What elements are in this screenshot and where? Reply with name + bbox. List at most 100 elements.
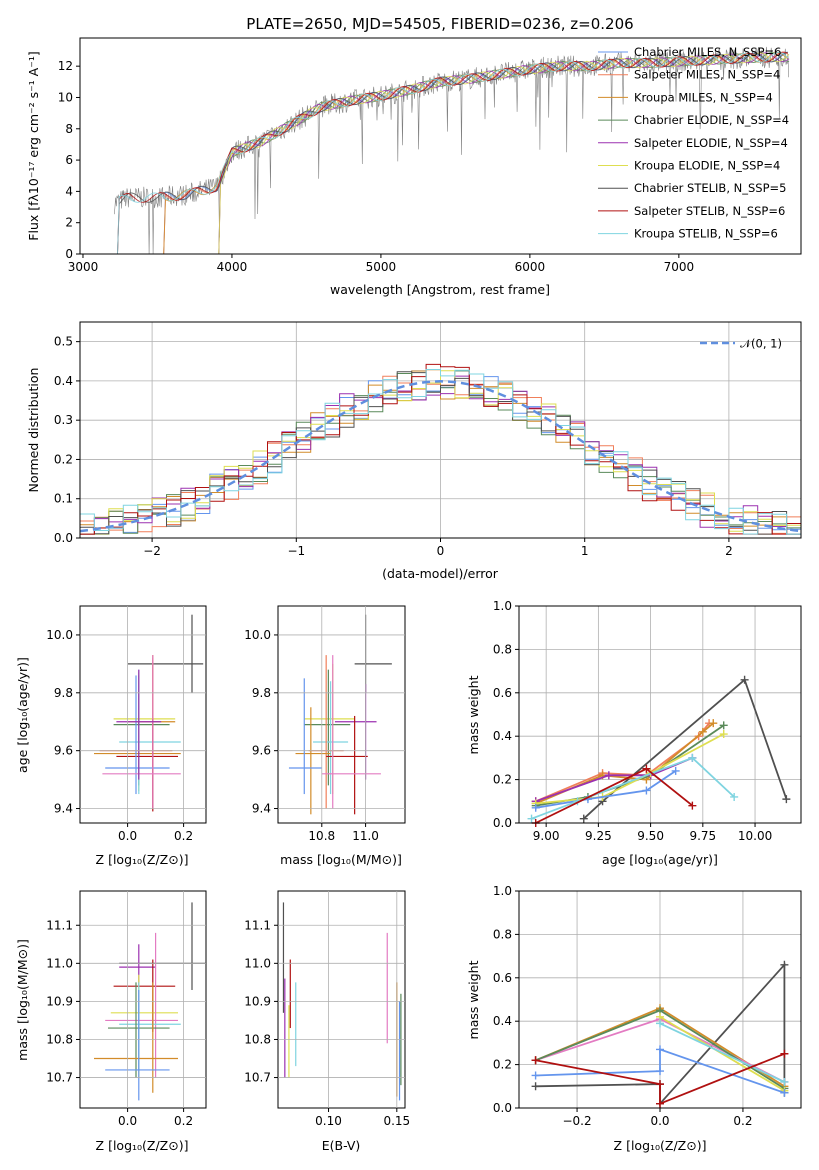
x-tick-label: 0.15	[383, 1114, 410, 1128]
weight-line	[583, 678, 788, 820]
weight-marker	[531, 1056, 540, 1065]
weight-marker	[780, 1049, 789, 1058]
x-tick-label: 10.00	[738, 829, 772, 843]
y-tick-label: 10.7	[46, 1071, 73, 1085]
y-tick-label: 0	[65, 247, 73, 261]
y-tick-label: 10.0	[46, 628, 73, 642]
legend-label: Chabrier MILES, N_SSP=6	[634, 45, 781, 59]
y-tick-label: 0.4	[54, 374, 73, 388]
spectrum-legend: Chabrier MILES, N_SSP=6 Salpeter MILES, N…	[598, 45, 789, 241]
y-tick-label: 9.8	[252, 686, 271, 700]
y-tick-label: 11.1	[244, 918, 271, 932]
age-weight-panel: 9.00 9.25 9.50 9.75 10.00 0.0 0.2 0.4 0.6 0.8 1.0	[493, 599, 802, 843]
weight-marker	[656, 1099, 664, 1108]
legend-label: Kroupa MILES, N_SSP=4	[634, 90, 773, 104]
y-tick-label: 0.0	[493, 816, 512, 830]
histogram-step	[79, 363, 801, 538]
histogram-panel: −2 −1 0 1 2 0.0 0.1 0.2 0.3 0.4 0.5 (data-model)/e…	[26, 321, 802, 581]
x-tick-label: 0.2	[733, 1114, 752, 1128]
panel-frame	[79, 890, 207, 1109]
z-weight-ylabel: mass weight	[466, 960, 481, 1039]
weight-marker	[656, 1045, 664, 1054]
z-mass-panel: 0.0 0.2 10.7 10.8 10.9 11.0 11.1	[46, 890, 207, 1128]
model-curve	[115, 51, 789, 255]
y-tick-label: 0.3	[54, 413, 73, 427]
legend-label: Salpeter ELODIE, N_SSP=4	[634, 136, 788, 150]
y-tick-label: 0.6	[493, 971, 512, 985]
weight-marker	[740, 675, 749, 684]
weight-marker	[531, 1071, 540, 1080]
y-tick-label: 2	[65, 216, 73, 230]
x-tick-label: 0	[437, 544, 445, 558]
weight-marker	[688, 801, 697, 810]
weight-line	[659, 1022, 785, 1083]
y-tick-label: 0.8	[493, 927, 512, 941]
y-tick-label: 4	[65, 184, 73, 198]
figure-title: PLATE=2650, MJD=54505, FIBERID=0236, z=0…	[246, 15, 633, 33]
weight-marker	[527, 814, 536, 823]
x-tick-label: 0.0	[650, 1114, 669, 1128]
weight-marker	[671, 766, 680, 775]
histogram-grid: −2 −1 0 1 2 0.0 0.1 0.2 0.3 0.4 0.5	[54, 322, 801, 558]
weight-marker	[531, 803, 540, 812]
y-tick-label: 10.8	[244, 1032, 271, 1046]
y-tick-label: 10	[58, 90, 73, 104]
y-tick-label: 11.0	[244, 956, 271, 970]
spectrum-frame	[79, 37, 802, 255]
x-tick-label: 9.75	[689, 829, 716, 843]
x-tick-label: 9.50	[637, 829, 664, 843]
legend-label: Kroupa ELODIE, N_SSP=4	[634, 159, 780, 173]
histogram-xlabel: (data-model)/error	[382, 566, 499, 581]
z-age-xlabel: Z [log₁₀(Z/Z⊙)]	[96, 852, 189, 867]
y-tick-label: 1.0	[493, 884, 512, 898]
y-tick-label: 0.0	[493, 1101, 512, 1115]
y-tick-label: 6	[65, 153, 73, 167]
y-tick-label: 0.4	[493, 729, 512, 743]
weight-marker	[656, 1080, 664, 1089]
spectrum-ylabel: Flux [fλ10⁻¹⁷ erg cm⁻² s⁻¹ A⁻¹]	[26, 51, 41, 240]
weight-marker	[698, 727, 707, 736]
spectrum-curves	[114, 46, 790, 255]
y-tick-label: 10.8	[46, 1032, 73, 1046]
legend-label: Chabrier ELODIE, N_SSP=4	[634, 113, 789, 127]
age-weight-xlabel: age [log₁₀(age/yr)]	[602, 852, 718, 867]
x-tick-label: 3000	[68, 260, 99, 274]
weight-line	[531, 756, 735, 820]
y-tick-label: 0.6	[493, 686, 512, 700]
y-tick-label: 9.4	[54, 802, 73, 816]
y-tick-label: 11.0	[46, 956, 73, 970]
weight-marker	[656, 1067, 664, 1076]
model-curve	[115, 51, 789, 255]
spectrum-ticks: 3000 4000 5000 6000 7000 0 2 4 6 8 10 12	[58, 59, 694, 274]
legend-label: Chabrier STELIB, N_SSP=5	[634, 181, 786, 195]
weight-marker	[719, 730, 728, 739]
y-tick-label: 9.4	[252, 802, 271, 816]
y-tick-label: 12	[58, 59, 73, 73]
mass-age-xlabel: mass [log₁₀(M/M⊙)]	[280, 852, 402, 867]
model-curve	[217, 52, 790, 255]
weight-marker	[730, 792, 739, 801]
x-tick-label: 9.25	[585, 829, 612, 843]
y-tick-label: 0.2	[54, 452, 73, 466]
panel-frame	[277, 605, 406, 824]
model-curve	[217, 52, 790, 255]
gauss-legend-label: 𝒩(0, 1)	[740, 337, 782, 351]
weight-marker	[656, 1019, 664, 1028]
z-weight-xlabel: Z [log₁₀(Z/Z⊙)]	[614, 1138, 707, 1153]
ebv-mass-panel: 0.10 0.15 10.7 10.8 10.9 11.0 11.1	[244, 890, 410, 1128]
legend-label: Salpeter MILES, N_SSP=4	[634, 68, 780, 82]
z-age-panel: 0.0 0.2 9.4 9.6 9.8 10.0	[46, 605, 207, 843]
weight-marker	[531, 1082, 540, 1091]
y-tick-label: 9.6	[252, 744, 271, 758]
weight-line	[535, 1048, 785, 1094]
y-tick-label: 10.0	[244, 628, 271, 642]
x-tick-label: −1	[287, 544, 305, 558]
weight-marker	[780, 1077, 789, 1086]
z-age-ylabel: age [log₁₀(age/yr)]	[15, 657, 30, 773]
panel-frame	[518, 605, 802, 824]
y-tick-label: 0.2	[493, 773, 512, 787]
weight-marker	[579, 814, 588, 823]
x-tick-label: 9.00	[533, 829, 560, 843]
x-tick-label: 0.0	[118, 829, 137, 843]
